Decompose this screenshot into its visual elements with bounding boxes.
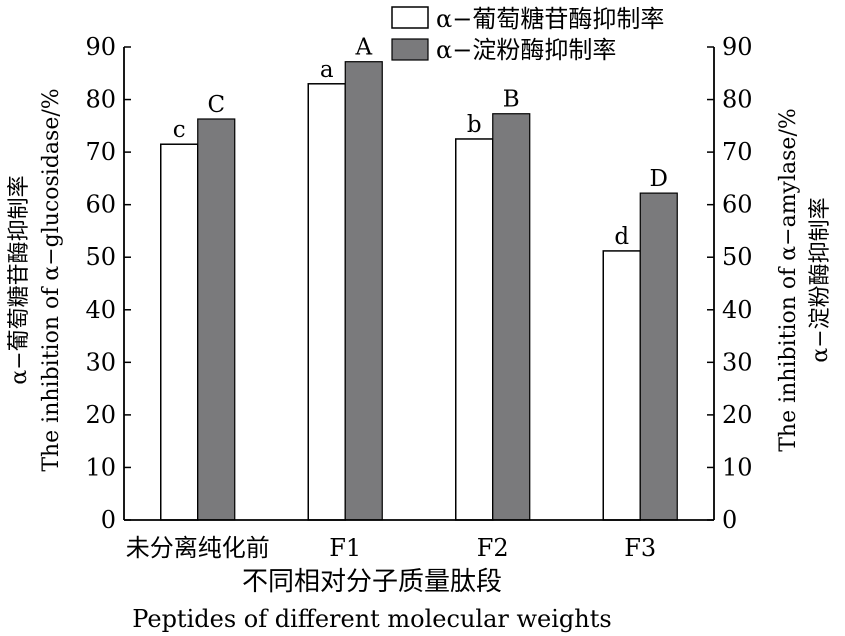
right-y-tick-label-5: 50 <box>722 243 753 271</box>
bar-series-1-1 <box>344 61 383 521</box>
left-y-tick-label-1: 10 <box>85 453 116 481</box>
left-y-tick-label-6: 60 <box>85 191 116 219</box>
right-y-title-en: The inhibition of α−amylase/% <box>776 108 801 452</box>
significance-label-1-1: A <box>354 35 372 61</box>
right-y-tick-label-8: 80 <box>722 86 753 114</box>
right-y-tick-label-6: 60 <box>722 191 753 219</box>
left-y-tick-label-9: 90 <box>85 33 116 61</box>
bar-series-1-2 <box>492 113 531 521</box>
x-tick-label-2: F2 <box>477 534 509 562</box>
x-tick-label-3: F3 <box>624 534 656 562</box>
legend-label-glucosidase: α−葡萄糖苷酶抑制率 <box>436 5 664 33</box>
left-y-tick-label-2: 20 <box>85 401 116 429</box>
x-tick-label-0: 未分离纯化前 <box>126 534 270 562</box>
right-y-title-cn: α−淀粉酶抑制率 <box>808 197 833 362</box>
significance-label-1-0: C <box>207 92 225 118</box>
left-y-tick-label-5: 50 <box>85 243 116 271</box>
right-y-tick-label-2: 20 <box>722 401 753 429</box>
left-y-tick-label-7: 70 <box>85 138 116 166</box>
bar-series-1-0 <box>197 118 236 521</box>
right-y-tick-label-1: 10 <box>722 453 753 481</box>
right-y-tick-label-9: 90 <box>722 33 753 61</box>
right-y-tick-label-0: 0 <box>722 506 737 534</box>
bar-series-0-0 <box>160 143 199 521</box>
significance-label-1-2: B <box>503 87 520 113</box>
legend: α−葡萄糖苷酶抑制率 α−淀粉酶抑制率 <box>391 5 664 64</box>
left-y-tick-label-4: 40 <box>85 296 116 324</box>
bar-series-0-3 <box>602 250 641 521</box>
x-tick-labels: 未分离纯化前 F1 F2 F3 <box>126 534 656 562</box>
x-tick-label-1: F1 <box>329 534 361 562</box>
right-y-tick-label-3: 30 <box>722 348 753 376</box>
legend-swatch-amylase <box>391 38 429 61</box>
bar-series-1-3 <box>639 192 678 521</box>
right-y-ticks: 0 10 20 30 40 50 60 70 80 90 <box>707 33 753 534</box>
significance-label-0-2: b <box>467 112 482 138</box>
left-y-ticks: 0 10 20 30 40 50 60 70 80 90 <box>85 33 131 534</box>
significance-label-0-1: a <box>320 57 334 83</box>
left-y-title-cn: α−葡萄糖苷酶抑制率 <box>7 175 32 384</box>
bars-group <box>160 61 678 521</box>
left-y-title-en: The inhibition of α−glucosidase/% <box>39 88 64 471</box>
right-y-tick-label-7: 70 <box>722 138 753 166</box>
left-y-tick-label-3: 30 <box>85 348 116 376</box>
left-y-tick-label-8: 80 <box>85 86 116 114</box>
left-y-tick-label-0: 0 <box>101 506 116 534</box>
significance-label-0-0: c <box>173 117 186 143</box>
right-y-tick-label-4: 40 <box>722 296 753 324</box>
significance-label-0-3: d <box>614 224 629 250</box>
x-title-cn: 不同相对分子质量肽段 <box>242 567 502 597</box>
significance-label-1-3: D <box>650 166 668 192</box>
bar-series-0-1 <box>307 83 346 521</box>
x-title-en: Peptides of different molecular weights <box>132 605 611 633</box>
legend-label-amylase: α−淀粉酶抑制率 <box>436 36 616 64</box>
legend-swatch-glucosidase <box>391 6 429 29</box>
bar-series-0-2 <box>455 138 494 521</box>
